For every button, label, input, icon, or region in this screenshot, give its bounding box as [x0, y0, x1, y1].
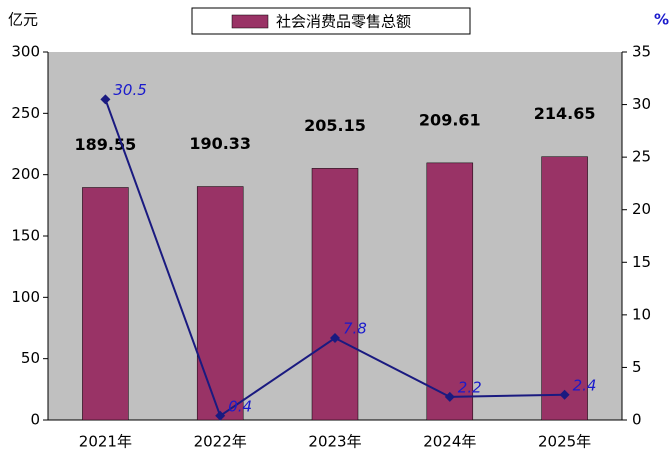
- x-tick-label: 2023年: [308, 433, 361, 451]
- x-tick-label: 2025年: [538, 433, 591, 451]
- bar: [82, 187, 129, 421]
- y-tick-label: 100: [11, 288, 40, 306]
- legend-label: 社会消费品零售总额: [276, 13, 411, 31]
- line-marker: [330, 332, 340, 343]
- bar: [196, 186, 244, 421]
- bar: [311, 168, 359, 421]
- y-unit: 亿元: [8, 11, 38, 29]
- line-value-label: 2.2: [458, 378, 482, 396]
- y-tick-label: 200: [11, 165, 40, 183]
- bar-value-label: 205.15: [304, 116, 366, 135]
- y2-tick-label: 20: [632, 200, 651, 218]
- y-tick-label: 300: [11, 43, 40, 61]
- y2-tick-label: 30: [632, 95, 651, 113]
- y2-tick-label: 15: [632, 253, 651, 271]
- y2-tick-label: 10: [632, 305, 651, 323]
- y-tick-label: 0: [30, 411, 40, 429]
- bar-value-label: 189.55: [75, 135, 137, 154]
- line-value-label: 0.4: [228, 397, 252, 415]
- legend-swatch: [231, 14, 269, 29]
- line-marker: [215, 410, 226, 421]
- x-tick-label: 2024年: [423, 433, 476, 451]
- x-tick-label: 2022年: [194, 433, 247, 451]
- y-tick-label: 150: [11, 227, 40, 245]
- bar-value-label: 214.65: [534, 104, 596, 123]
- y-tick-label: 250: [11, 104, 40, 122]
- line-value-label: 7.8: [343, 319, 367, 337]
- line-marker: [444, 391, 455, 402]
- bar-value-label: 190.33: [189, 134, 251, 153]
- y2-tick-label: 35: [632, 43, 651, 61]
- y2-unit: %: [654, 11, 669, 29]
- line-value-label: 2.4: [573, 376, 597, 394]
- line-value-label: 30.5: [113, 81, 146, 99]
- bar-value-label: 209.61: [419, 110, 481, 129]
- bar: [426, 162, 474, 421]
- x-tick-label: 2021年: [79, 433, 132, 451]
- y-tick-label: 50: [21, 349, 40, 367]
- y2-tick-label: 5: [632, 358, 642, 376]
- y2-tick-label: 25: [632, 148, 651, 166]
- y2-tick-label: 0: [632, 411, 642, 429]
- bar: [541, 156, 588, 421]
- line-marker: [100, 94, 111, 105]
- line-marker: [559, 389, 570, 400]
